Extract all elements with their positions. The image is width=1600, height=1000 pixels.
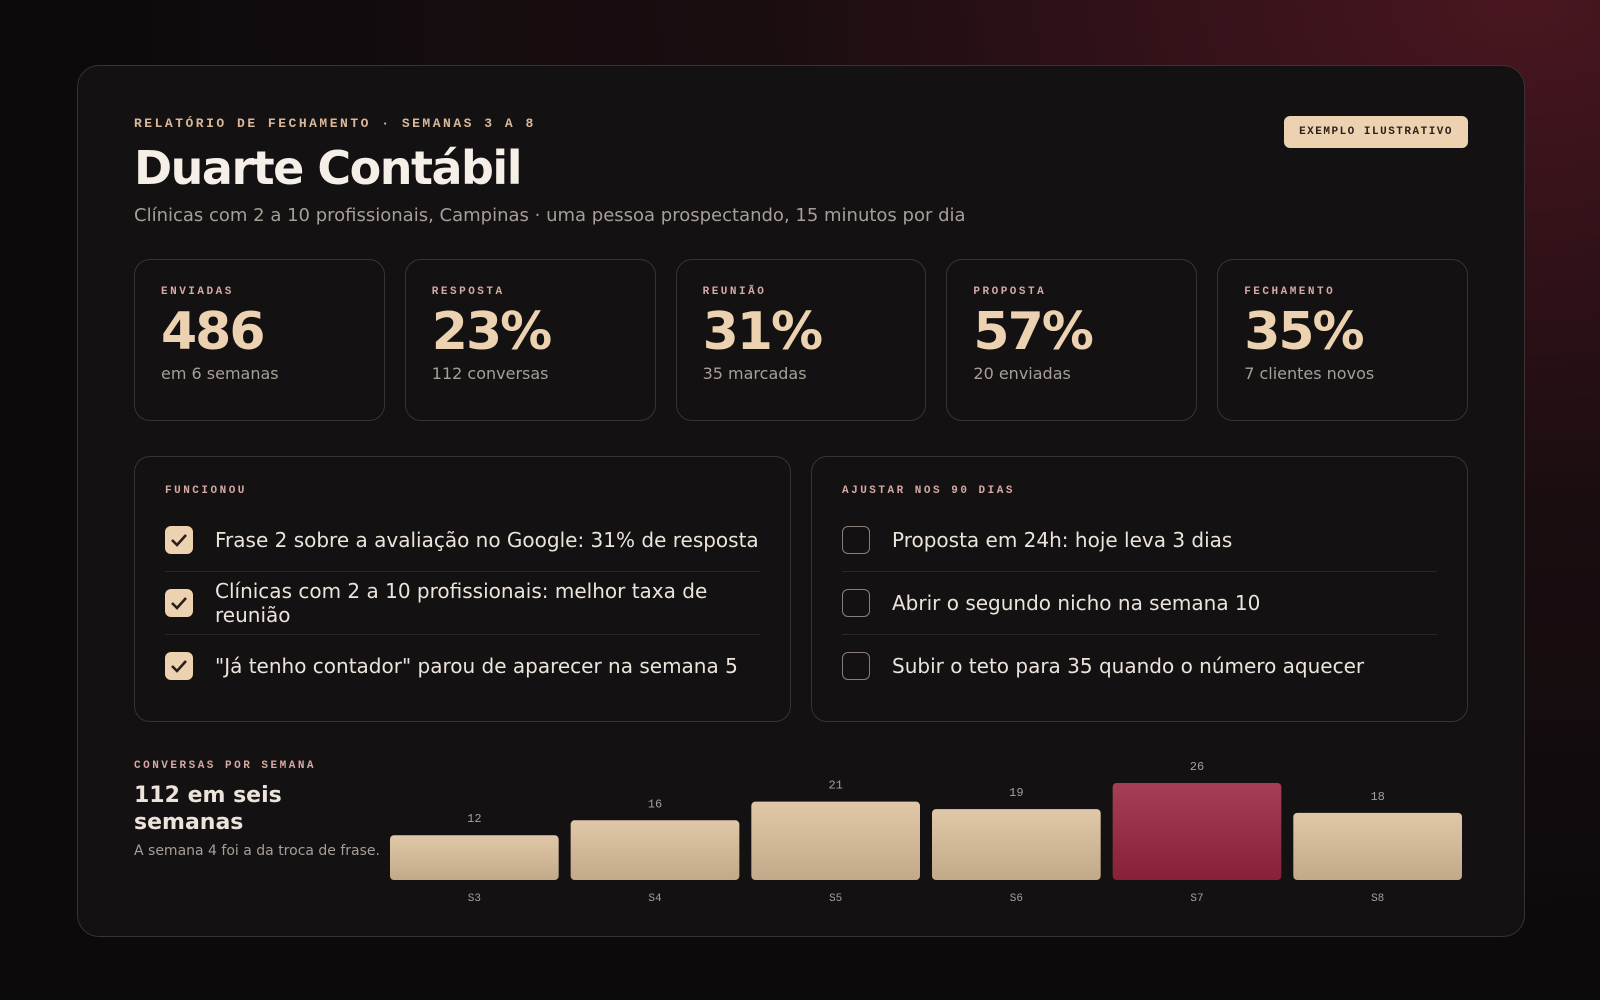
x-tick-label: S8 xyxy=(1371,893,1384,905)
checkbox xyxy=(842,526,870,554)
title: Duarte Contábil xyxy=(134,141,522,195)
value-label: 26 xyxy=(1190,760,1204,774)
list-item: Clínicas com 2 a 10 profissionais: melho… xyxy=(165,572,760,635)
kpi-value: 486 xyxy=(161,302,266,362)
badge: EXEMPLO ILUSTRATIVO xyxy=(1284,116,1468,148)
checkbox xyxy=(165,652,193,680)
kpi-note: 112 conversas xyxy=(431,364,549,383)
bar-shade xyxy=(751,801,920,880)
kpi-value: 57% xyxy=(973,302,1093,362)
bar-shade xyxy=(1112,783,1282,880)
chart-subtitle: A semana 4 foi a da troca de frase. xyxy=(134,843,380,859)
kpi-label: PROPOSTA xyxy=(973,286,1047,298)
item-text: "Já tenho contador" parou de aparecer na… xyxy=(215,654,738,678)
kpi-card: FECHAMENTO 35% 7 clientes novos xyxy=(1217,259,1468,421)
bar-shade xyxy=(570,820,740,880)
chart-title: 112 em seis semanas xyxy=(134,783,282,835)
list-card: FUNCIONOU Frase 2 sobre a avaliação no Go… xyxy=(134,456,791,722)
eyebrow: RELATÓRIO DE FECHAMENTO · SEMANAS 3 A 8 xyxy=(134,116,536,131)
chart-caption: CONVERSAS POR SEMANA 112 em seis semanas… xyxy=(134,760,384,910)
value-label: 19 xyxy=(1009,786,1023,800)
kpi-value: 31% xyxy=(702,302,823,362)
kpi-card: RESPOSTA 23% 112 conversas xyxy=(404,259,656,421)
list-card: AJUSTAR NOS 90 DIAS Proposta em 24h: hoje… xyxy=(811,456,1468,722)
kpi-note: 20 enviadas xyxy=(973,364,1071,383)
checkbox xyxy=(165,589,193,617)
kpi-value: 35% xyxy=(1244,302,1364,362)
kpi-label: FECHAMENTO xyxy=(1244,286,1336,298)
list-item: Frase 2 sobre a avaliação no Google: 31%… xyxy=(165,509,760,572)
value-label: 12 xyxy=(467,812,481,826)
kpi-note: 7 clientes novos xyxy=(1244,364,1375,383)
checkbox xyxy=(165,526,193,554)
item-text: Proposta em 24h: hoje leva 3 dias xyxy=(892,528,1233,552)
x-tick-label: S6 xyxy=(1010,893,1023,905)
list-title: AJUSTAR NOS 90 DIAS xyxy=(842,485,1015,497)
check-icon xyxy=(171,597,187,610)
list-title: FUNCIONOU xyxy=(165,485,247,497)
kpi-note: em 6 semanas xyxy=(161,364,279,383)
x-tick-label: S5 xyxy=(829,893,842,905)
list-item: Subir o teto para 35 quando o número aqu… xyxy=(842,635,1437,697)
kpi-card: PROPOSTA 57% 20 enviadas xyxy=(946,259,1198,421)
list-item: "Já tenho contador" parou de aparecer na… xyxy=(165,635,760,697)
kpi-label: REUNIÃO xyxy=(702,286,767,298)
check-icon xyxy=(171,660,187,673)
kpi-label: ENVIADAS xyxy=(161,286,234,298)
bar-shade xyxy=(1293,812,1462,880)
item-text: Frase 2 sobre a avaliação no Google: 31%… xyxy=(215,528,759,552)
bar-chart: 12 S3 16 S4 21 S5 19 S6 26 S7 18 S8 xyxy=(390,760,1462,905)
checkbox xyxy=(842,652,870,680)
report-card: RELATÓRIO DE FECHAMENTO · SEMANAS 3 A 8 … xyxy=(77,65,1525,937)
bar-shade xyxy=(932,809,1101,880)
subtitle: Clínicas com 2 a 10 profissionais, Campi… xyxy=(134,205,966,226)
value-label: 18 xyxy=(1370,790,1384,804)
item-text: Abrir o segundo nicho na semana 10 xyxy=(892,591,1261,615)
x-tick-label: S4 xyxy=(648,893,662,905)
chart-section: CONVERSAS POR SEMANA 112 em seis semanas… xyxy=(134,760,1468,910)
chart-eyebrow: CONVERSAS POR SEMANA xyxy=(134,760,317,772)
item-text: Clínicas com 2 a 10 profissionais: melho… xyxy=(215,579,708,627)
x-tick-label: S3 xyxy=(468,893,481,905)
list-item: Proposta em 24h: hoje leva 3 dias xyxy=(842,509,1437,572)
item-text: Subir o teto para 35 quando o número aqu… xyxy=(892,654,1365,678)
value-label: 16 xyxy=(648,797,662,811)
kpi-value: 23% xyxy=(431,302,552,362)
list-item: Abrir o segundo nicho na semana 10 xyxy=(842,572,1437,635)
x-tick-label: S7 xyxy=(1190,893,1203,905)
kpi-card: REUNIÃO 31% 35 marcadas xyxy=(675,259,927,421)
kpi-note: 35 marcadas xyxy=(702,364,807,383)
kpi-label: RESPOSTA xyxy=(431,286,505,298)
kpi-row: ENVIADAS 486 em 6 semanas RESPOSTA 23% 112 co… xyxy=(134,259,1468,421)
checkbox xyxy=(842,589,870,617)
bar-shade xyxy=(390,835,559,880)
value-label: 21 xyxy=(828,779,842,793)
kpi-card: ENVIADAS 486 em 6 semanas xyxy=(134,259,385,421)
list-row: FUNCIONOU Frase 2 sobre a avaliação no Go… xyxy=(134,456,1468,722)
check-icon xyxy=(171,534,187,547)
